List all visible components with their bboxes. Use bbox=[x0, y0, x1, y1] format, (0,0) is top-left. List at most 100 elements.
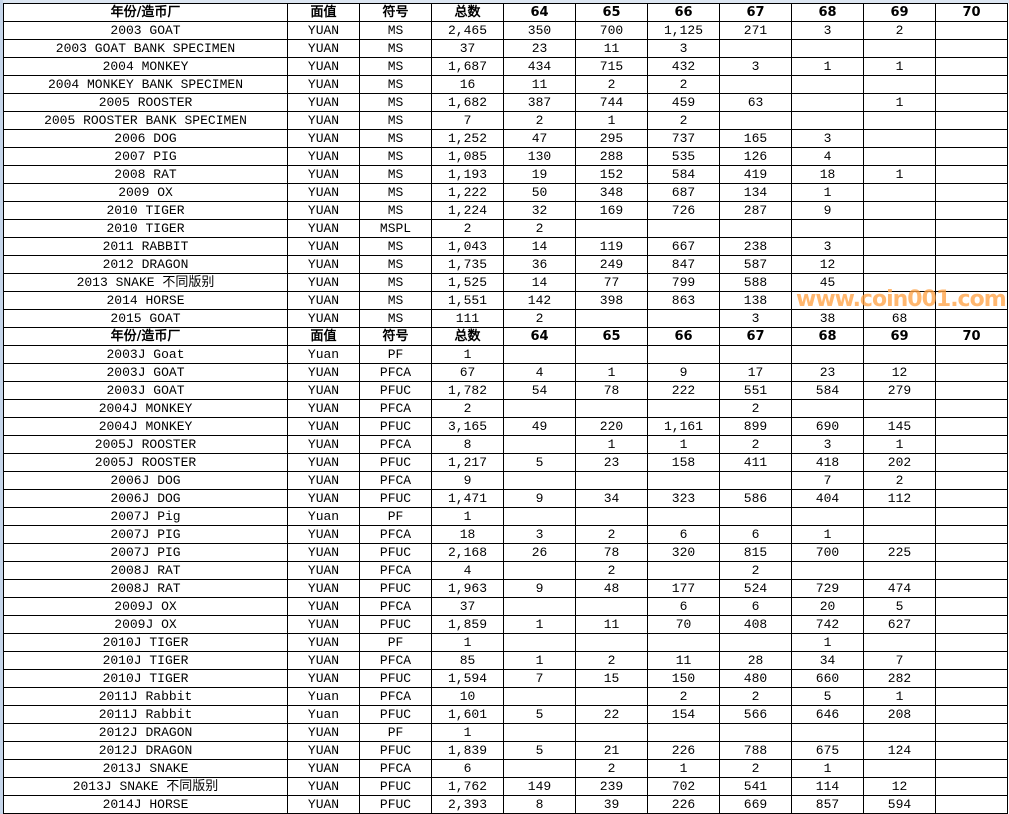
cell-grade[interactable]: PFUC bbox=[359, 741, 432, 760]
cell-g64[interactable]: 19 bbox=[503, 165, 576, 184]
cell-g69[interactable]: 2 bbox=[863, 471, 936, 490]
cell-g68[interactable] bbox=[791, 399, 864, 418]
cell-g70[interactable] bbox=[935, 453, 1008, 472]
cell-g67[interactable]: 134 bbox=[719, 183, 792, 202]
cell-g68[interactable]: 3 bbox=[791, 237, 864, 256]
cell-g67[interactable]: 3 bbox=[719, 309, 792, 328]
cell-g68[interactable]: 729 bbox=[791, 579, 864, 598]
header-cell-g68[interactable]: 68 bbox=[791, 327, 864, 346]
cell-g66[interactable]: 687 bbox=[647, 183, 720, 202]
cell-grade[interactable]: MS bbox=[359, 111, 432, 130]
cell-g64[interactable]: 23 bbox=[503, 39, 576, 58]
cell-g68[interactable]: 9 bbox=[791, 201, 864, 220]
cell-total[interactable]: 1,601 bbox=[431, 705, 504, 724]
cell-g70[interactable] bbox=[935, 381, 1008, 400]
cell-g66[interactable]: 432 bbox=[647, 57, 720, 76]
cell-g70[interactable] bbox=[935, 723, 1008, 742]
cell-name[interactable]: 2008J RAT bbox=[3, 561, 288, 580]
cell-grade[interactable]: PFCA bbox=[359, 561, 432, 580]
cell-g64[interactable] bbox=[503, 345, 576, 364]
cell-g64[interactable]: 3 bbox=[503, 525, 576, 544]
cell-denomination[interactable]: YUAN bbox=[287, 147, 360, 166]
cell-g66[interactable]: 222 bbox=[647, 381, 720, 400]
cell-denomination[interactable]: YUAN bbox=[287, 579, 360, 598]
cell-g66[interactable]: 150 bbox=[647, 669, 720, 688]
cell-grade[interactable]: MS bbox=[359, 309, 432, 328]
cell-g64[interactable] bbox=[503, 471, 576, 490]
cell-grade[interactable]: MS bbox=[359, 57, 432, 76]
cell-g69[interactable] bbox=[863, 399, 936, 418]
cell-g70[interactable] bbox=[935, 129, 1008, 148]
cell-grade[interactable]: PFCA bbox=[359, 363, 432, 382]
cell-g67[interactable]: 419 bbox=[719, 165, 792, 184]
cell-g68[interactable]: 1 bbox=[791, 57, 864, 76]
cell-g67[interactable]: 6 bbox=[719, 597, 792, 616]
cell-g65[interactable]: 1 bbox=[575, 435, 648, 454]
cell-g65[interactable]: 398 bbox=[575, 291, 648, 310]
header-cell-g70[interactable]: 70 bbox=[935, 3, 1008, 22]
cell-g70[interactable] bbox=[935, 489, 1008, 508]
cell-grade[interactable]: PF bbox=[359, 723, 432, 742]
cell-g68[interactable]: 38 bbox=[791, 309, 864, 328]
cell-g64[interactable]: 9 bbox=[503, 489, 576, 508]
cell-denomination[interactable]: YUAN bbox=[287, 489, 360, 508]
cell-g65[interactable]: 2 bbox=[575, 759, 648, 778]
cell-grade[interactable]: MS bbox=[359, 237, 432, 256]
cell-g68[interactable]: 23 bbox=[791, 363, 864, 382]
header-cell-g65[interactable]: 65 bbox=[575, 3, 648, 22]
cell-g68[interactable] bbox=[791, 561, 864, 580]
cell-total[interactable]: 111 bbox=[431, 309, 504, 328]
cell-g68[interactable] bbox=[791, 75, 864, 94]
cell-g66[interactable] bbox=[647, 345, 720, 364]
cell-total[interactable]: 16 bbox=[431, 75, 504, 94]
cell-g69[interactable] bbox=[863, 183, 936, 202]
cell-name[interactable]: 2007J PIG bbox=[3, 543, 288, 562]
cell-denomination[interactable]: YUAN bbox=[287, 255, 360, 274]
header-cell-g69[interactable]: 69 bbox=[863, 327, 936, 346]
cell-g64[interactable] bbox=[503, 507, 576, 526]
cell-g69[interactable]: 12 bbox=[863, 777, 936, 796]
cell-total[interactable]: 1,525 bbox=[431, 273, 504, 292]
cell-g67[interactable]: 669 bbox=[719, 795, 792, 814]
cell-g70[interactable] bbox=[935, 39, 1008, 58]
header-cell-grade[interactable]: 符号 bbox=[359, 327, 432, 346]
header-cell-g64[interactable]: 64 bbox=[503, 3, 576, 22]
cell-g65[interactable]: 39 bbox=[575, 795, 648, 814]
cell-denomination[interactable]: YUAN bbox=[287, 633, 360, 652]
cell-total[interactable]: 67 bbox=[431, 363, 504, 382]
cell-g66[interactable]: 2 bbox=[647, 687, 720, 706]
cell-g69[interactable]: 1 bbox=[863, 435, 936, 454]
cell-g67[interactable]: 287 bbox=[719, 201, 792, 220]
cell-total[interactable]: 1,762 bbox=[431, 777, 504, 796]
cell-g64[interactable]: 7 bbox=[503, 669, 576, 688]
cell-name[interactable]: 2010 TIGER bbox=[3, 219, 288, 238]
cell-g69[interactable]: 1 bbox=[863, 687, 936, 706]
cell-g67[interactable]: 899 bbox=[719, 417, 792, 436]
cell-total[interactable]: 9 bbox=[431, 471, 504, 490]
cell-g67[interactable]: 586 bbox=[719, 489, 792, 508]
cell-g68[interactable]: 584 bbox=[791, 381, 864, 400]
cell-total[interactable]: 2 bbox=[431, 219, 504, 238]
cell-g66[interactable]: 158 bbox=[647, 453, 720, 472]
cell-g68[interactable]: 404 bbox=[791, 489, 864, 508]
cell-g70[interactable] bbox=[935, 201, 1008, 220]
cell-grade[interactable]: PFCA bbox=[359, 471, 432, 490]
cell-g68[interactable]: 114 bbox=[791, 777, 864, 796]
header-cell-name[interactable]: 年份/造币厂 bbox=[3, 3, 288, 22]
cell-g70[interactable] bbox=[935, 399, 1008, 418]
cell-total[interactable]: 1 bbox=[431, 633, 504, 652]
cell-name[interactable]: 2014 HORSE bbox=[3, 291, 288, 310]
cell-total[interactable]: 1,963 bbox=[431, 579, 504, 598]
header-cell-g66[interactable]: 66 bbox=[647, 3, 720, 22]
cell-denomination[interactable]: YUAN bbox=[287, 237, 360, 256]
cell-denomination[interactable]: YUAN bbox=[287, 597, 360, 616]
cell-g64[interactable]: 2 bbox=[503, 309, 576, 328]
cell-g68[interactable]: 12 bbox=[791, 255, 864, 274]
cell-g65[interactable] bbox=[575, 723, 648, 742]
cell-g69[interactable]: 627 bbox=[863, 615, 936, 634]
cell-g68[interactable]: 5 bbox=[791, 687, 864, 706]
cell-g69[interactable]: 7 bbox=[863, 651, 936, 670]
cell-name[interactable]: 2009 OX bbox=[3, 183, 288, 202]
cell-total[interactable]: 1,193 bbox=[431, 165, 504, 184]
cell-denomination[interactable]: YUAN bbox=[287, 309, 360, 328]
